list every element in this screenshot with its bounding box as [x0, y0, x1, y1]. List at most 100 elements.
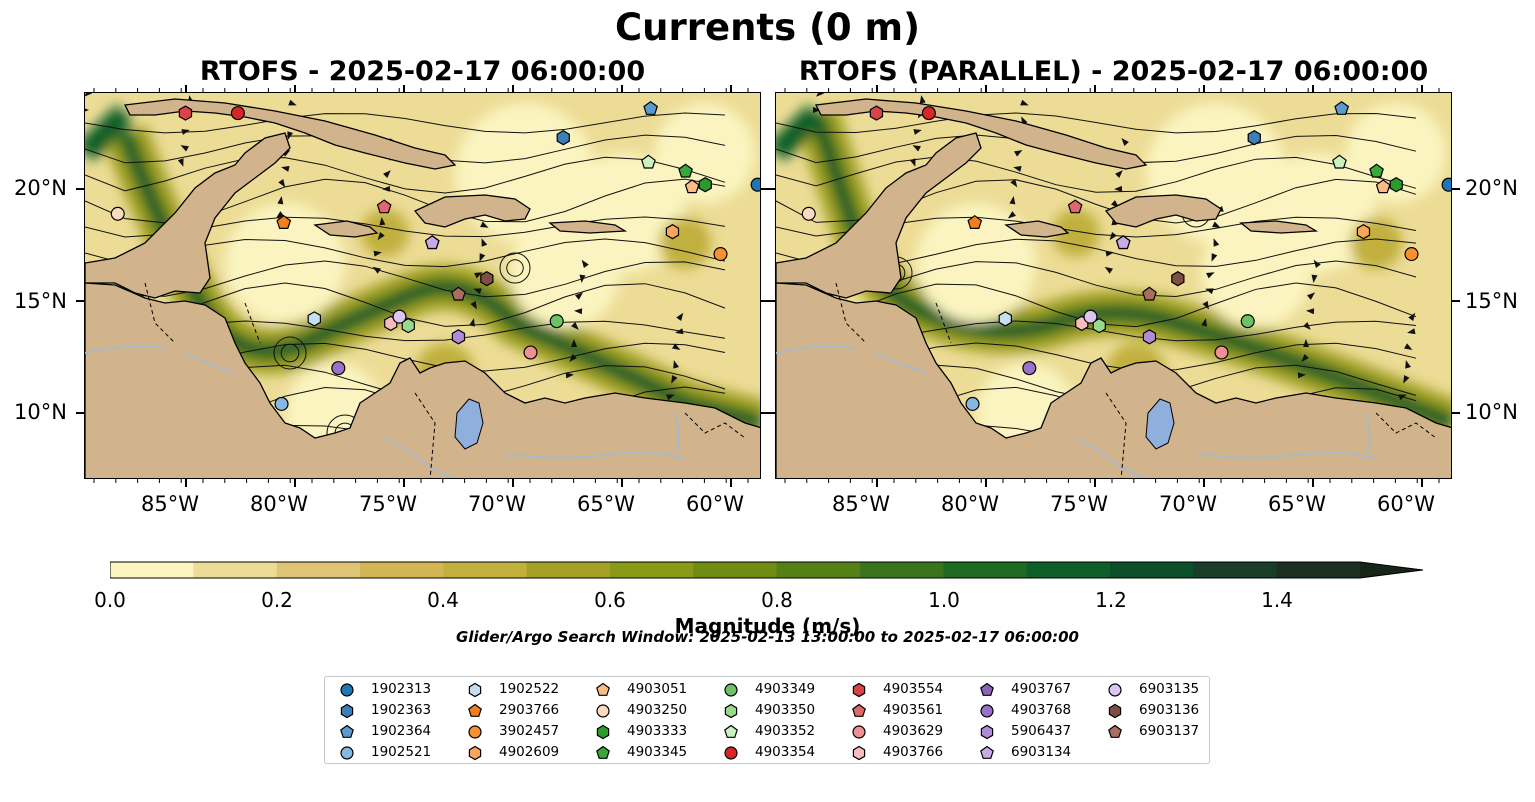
legend-marker-shape: [1108, 703, 1122, 719]
colorbar-segment-2: [276, 562, 361, 578]
colorbar-label: Magnitude (m/s): [674, 614, 861, 638]
legend-marker-shape: [1108, 724, 1122, 738]
colorbar-tick-0: 0.0: [94, 588, 126, 612]
float-marker-4903345: [678, 163, 693, 178]
legend-label: 4903345: [627, 744, 688, 760]
colorbar-tick-1: 0.2: [261, 588, 293, 612]
legend-marker-hexagon-icon: [1108, 703, 1122, 719]
legend-marker-shape: [980, 682, 994, 696]
lon-label-80w-right: 80°W: [941, 492, 999, 516]
legend-label: 4903561: [883, 702, 944, 718]
legend-marker-shape: [724, 683, 738, 697]
float-marker-4903354: [230, 106, 245, 121]
legend-label: 4903350: [755, 702, 816, 718]
legend-marker-circle-icon: [596, 704, 610, 718]
legend-label: 4903767: [1011, 681, 1072, 697]
legend-marker-hexagon-icon: [724, 703, 738, 719]
right-map: [775, 92, 1452, 479]
legend-marker-hexagon-icon: [980, 724, 994, 740]
legend-marker-shape: [1108, 683, 1122, 697]
float-marker-3902457: [713, 247, 728, 262]
float-marker-2903766: [967, 214, 983, 229]
legend-marker-circle-icon: [724, 683, 738, 697]
lon-label-60w-right: 60°W: [1377, 492, 1435, 516]
lat-label-20n-left: 20°N: [14, 176, 67, 200]
float-marker-4903629: [523, 345, 538, 360]
float-marker-1902522: [307, 311, 321, 327]
legend-label: 2903766: [499, 702, 560, 718]
colorbar-segment-5: [526, 562, 611, 578]
legend-label: 1902364: [371, 723, 432, 739]
legend-marker-shape: [340, 703, 354, 719]
lon-label-60w-left: 60°W: [686, 492, 744, 516]
legend-marker-shape: [724, 703, 738, 719]
colorbar-segment-9: [860, 562, 944, 578]
legend-marker-shape: [596, 745, 610, 759]
colorbar-segment-11: [1026, 562, 1111, 578]
float-marker-4903333: [698, 177, 712, 193]
legend-label: 4903250: [627, 702, 688, 718]
legend-marker-pentagon-icon: [468, 703, 482, 717]
legend-label: 6903134: [1011, 744, 1072, 760]
legend-marker-shape: [468, 703, 482, 717]
legend-label: 4903333: [627, 723, 688, 739]
lat-label-15n-right: 15°N: [1465, 289, 1518, 313]
float-marker-1902313: [750, 177, 760, 192]
legend-label: 6903137: [1139, 723, 1200, 739]
legend-marker-pentagon-icon: [980, 682, 994, 696]
legend-marker-shape: [852, 745, 866, 761]
float-marker-4903349: [549, 314, 564, 329]
float-marker-4903629: [1214, 345, 1229, 360]
float-marker-4902609: [665, 224, 680, 240]
float-marker-1902363: [556, 130, 570, 146]
legend-marker-shape: [340, 724, 354, 738]
legend-label: 4903768: [1011, 702, 1072, 718]
float-marker-4903333: [1389, 177, 1403, 193]
float-marker-4903352: [1332, 154, 1347, 169]
figure-title: Currents (0 m): [614, 6, 920, 49]
colorbar-segment-12: [1110, 562, 1194, 578]
lon-label-70w-right: 70°W: [1159, 492, 1217, 516]
colorbar-tick-5: 1.0: [928, 588, 960, 612]
lon-label-80w-left: 80°W: [250, 492, 308, 516]
colorbar-tick-7: 1.4: [1261, 588, 1293, 612]
legend-marker-shape: [724, 746, 738, 760]
float-marker-1902364: [1334, 100, 1350, 115]
left-map: [84, 92, 761, 479]
left-panel-title: RTOFS - 2025-02-17 06:00:00: [199, 56, 646, 87]
legend-marker-shape: [340, 683, 354, 697]
legend-marker-shape: [980, 745, 994, 759]
legend-marker-shape: [468, 725, 482, 739]
legend-marker-circle-icon: [340, 746, 354, 760]
float-marker-4903561: [376, 199, 392, 214]
legend-label: 4903349: [755, 681, 816, 697]
legend-label: 4903554: [883, 681, 944, 697]
legend-label: 4903629: [883, 723, 944, 739]
legend-marker-hexagon-icon: [852, 745, 866, 761]
legend-label: 5906437: [1011, 723, 1072, 739]
float-marker-4903561: [1067, 199, 1083, 214]
legend-label: 1902313: [371, 681, 432, 697]
colorbar-segment-13: [1193, 562, 1278, 578]
legend-label: 4903051: [627, 681, 688, 697]
float-marker-6903136: [480, 271, 494, 287]
float-marker-1902363: [1247, 130, 1261, 146]
lon-label-70w-left: 70°W: [468, 492, 526, 516]
legend-marker-shape: [468, 682, 482, 698]
colorbar-segment-1: [193, 562, 278, 578]
lon-label-65w-left: 65°W: [577, 492, 635, 516]
float-marker-4903554: [178, 105, 193, 121]
float-marker-6903135: [1083, 309, 1098, 324]
float-marker-1902522: [998, 311, 1012, 327]
float-marker-1902521: [965, 396, 980, 411]
float-marker-6903135: [392, 309, 407, 324]
float-legend: 1902313 1902363 1902364 1902521 1902522 29037…: [324, 676, 1210, 764]
lon-label-85w-left: 85°W: [141, 492, 199, 516]
legend-marker-circle-icon: [980, 704, 994, 718]
colorbar-tick-3: 0.6: [594, 588, 626, 612]
float-marker-4903354: [921, 106, 936, 121]
legend-marker-hexagon-icon: [340, 703, 354, 719]
colorbar-segment-4: [443, 562, 528, 578]
float-marker-4903352: [641, 154, 656, 169]
